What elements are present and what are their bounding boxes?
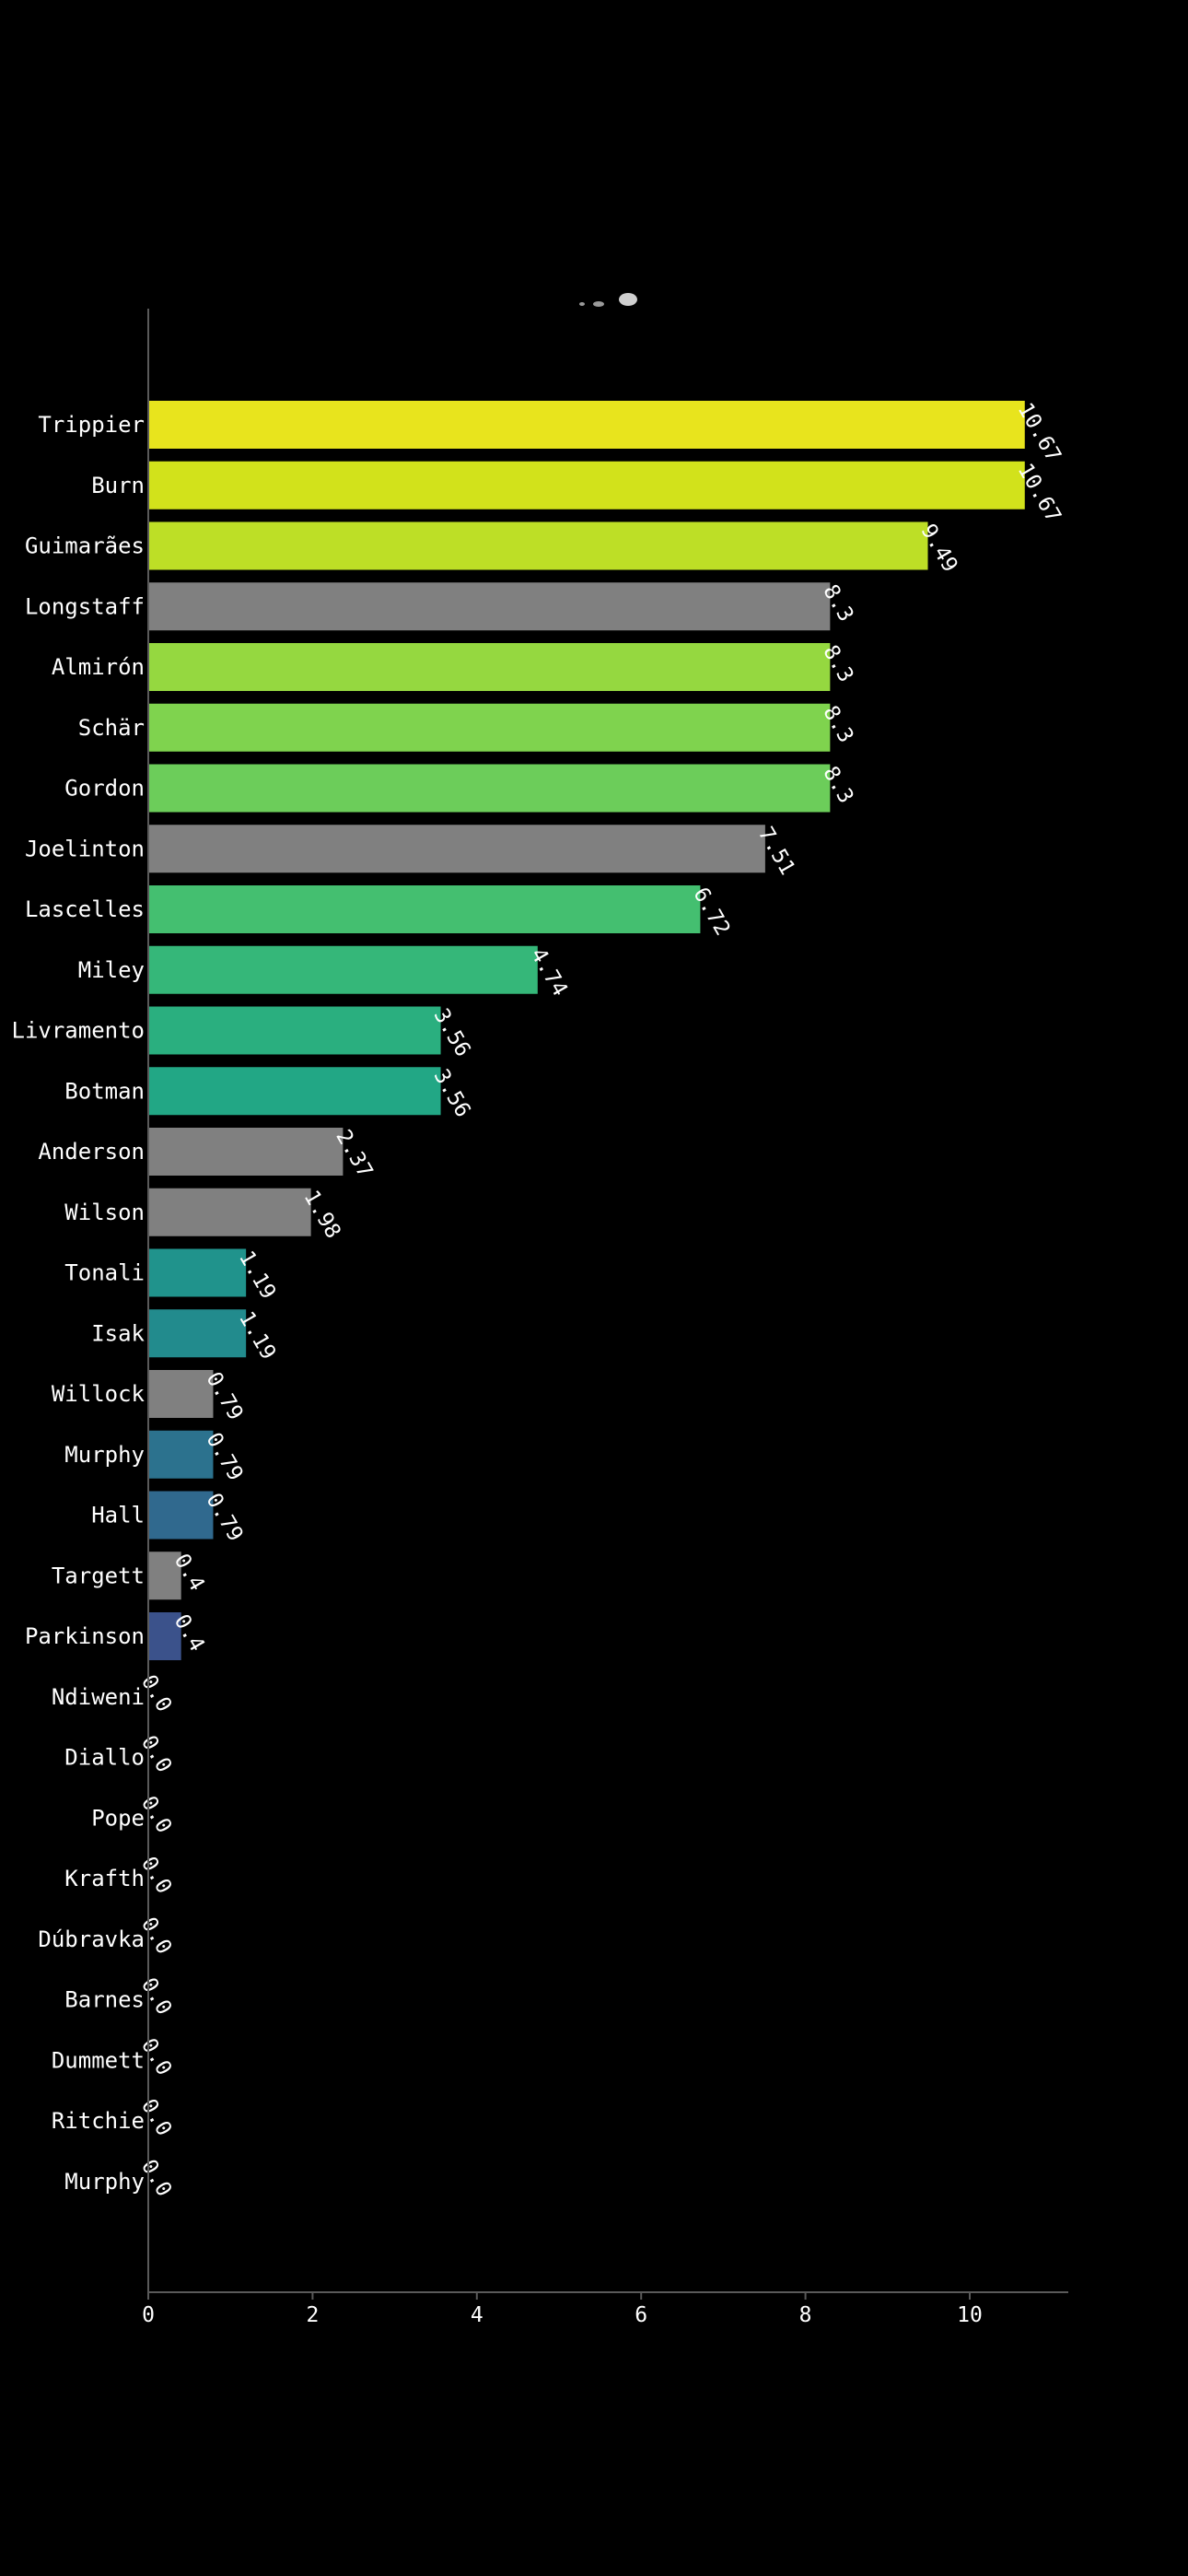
category-label: Miley bbox=[78, 957, 145, 983]
category-label: Ritchie bbox=[52, 2108, 145, 2134]
category-label: Gordon bbox=[64, 776, 145, 802]
bar bbox=[148, 1067, 441, 1116]
title-blot-mark bbox=[593, 301, 604, 307]
bar bbox=[148, 1430, 214, 1479]
category-label: Parkinson bbox=[25, 1623, 145, 1649]
bar bbox=[148, 1370, 214, 1418]
category-label: Dummett bbox=[52, 2047, 145, 2073]
category-label: Joelinton bbox=[25, 836, 145, 861]
bar bbox=[148, 521, 928, 570]
bars-layer bbox=[148, 401, 1025, 1660]
x-tick-label: 0 bbox=[142, 2303, 155, 2327]
bar bbox=[148, 1309, 247, 1358]
category-label: Anderson bbox=[38, 1139, 145, 1165]
title-blot-mark bbox=[579, 302, 585, 306]
category-label: Targett bbox=[52, 1563, 145, 1588]
bar bbox=[148, 1612, 181, 1660]
category-label: Tonali bbox=[64, 1260, 145, 1286]
category-label: Livramento bbox=[12, 1018, 146, 1044]
bar bbox=[148, 1248, 247, 1297]
category-label: Hall bbox=[91, 1503, 145, 1528]
x-tick-label: 4 bbox=[471, 2303, 483, 2327]
category-label: Wilson bbox=[64, 1200, 145, 1225]
bar bbox=[148, 945, 538, 994]
category-label: Willock bbox=[52, 1381, 146, 1407]
bar bbox=[148, 461, 1025, 509]
x-tick-label: 10 bbox=[957, 2303, 983, 2327]
bar bbox=[148, 582, 831, 631]
bar bbox=[148, 1491, 214, 1540]
bar bbox=[148, 1551, 181, 1600]
category-label: Lascelles bbox=[25, 896, 145, 922]
category-label: Burn bbox=[91, 473, 145, 498]
axes: 0 2 4 6 8 10 bbox=[142, 309, 1068, 2327]
category-label: Almirón bbox=[52, 654, 145, 680]
category-label: Pope bbox=[91, 1805, 145, 1831]
category-label: Longstaff bbox=[25, 593, 145, 619]
category-label: Schär bbox=[78, 715, 145, 741]
category-label: Dúbravka bbox=[38, 1926, 145, 1952]
bar bbox=[148, 1188, 311, 1236]
bar bbox=[148, 401, 1025, 449]
title-blot-mark bbox=[619, 293, 637, 306]
category-label: Murphy bbox=[64, 1442, 145, 1468]
category-label: Krafth bbox=[64, 1866, 145, 1891]
title-artifact bbox=[579, 293, 637, 307]
x-tick-label: 8 bbox=[799, 2303, 812, 2327]
x-tick-label: 2 bbox=[306, 2303, 319, 2327]
bar bbox=[148, 885, 701, 933]
category-labels: Trippier Burn Guimarães Longstaff Almirón Sch… bbox=[12, 412, 146, 2195]
bar bbox=[148, 764, 831, 813]
category-label: Guimarães bbox=[25, 533, 145, 559]
category-label: Botman bbox=[64, 1078, 145, 1104]
category-label: Diallo bbox=[64, 1745, 145, 1771]
category-label: Isak bbox=[91, 1320, 145, 1346]
x-tick-label: 6 bbox=[635, 2303, 647, 2327]
bar bbox=[148, 1006, 441, 1055]
category-label: Trippier bbox=[38, 412, 145, 438]
bar bbox=[148, 703, 831, 752]
bar bbox=[148, 1128, 344, 1176]
bar bbox=[148, 825, 765, 873]
bar bbox=[148, 643, 831, 691]
category-label: Murphy bbox=[64, 2169, 145, 2195]
category-label: Barnes bbox=[64, 1987, 145, 2013]
category-label: Ndiweni bbox=[52, 1684, 145, 1710]
